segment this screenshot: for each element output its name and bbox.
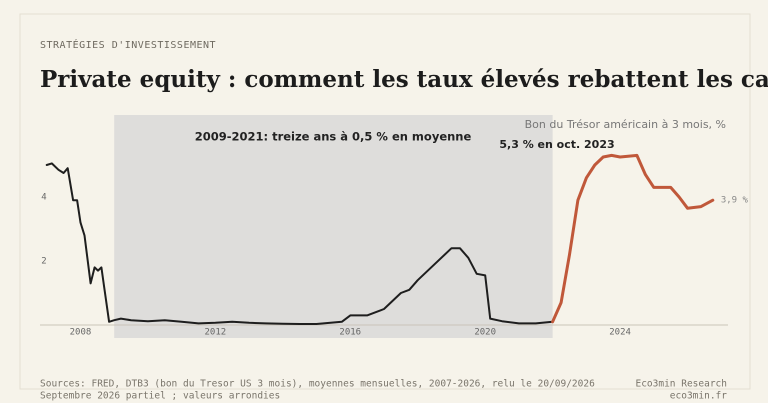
brand: Eco3min Research: [635, 379, 727, 390]
value-label: 3,9 %: [721, 196, 749, 206]
chart-title: Private equity : comment les taux élevés…: [40, 66, 768, 93]
y-tick-label: 4: [41, 193, 46, 203]
annotation: 5,3 % en oct. 2023: [499, 138, 614, 151]
x-tick-label: 2016: [339, 328, 361, 338]
footer-line: Sources: FRED, DTB3 (bon du Tresor US 3 …: [40, 379, 595, 390]
shaded-period: [114, 115, 553, 338]
x-tick-label: 2024: [609, 328, 631, 338]
line-series: [551, 153, 715, 324]
kicker: STRATÉGIES D'INVESTISSEMENT: [40, 38, 216, 51]
footer-line: Septembre 2026 partiel ; valeurs arrondi…: [40, 391, 280, 402]
annotation: 2009-2021: treize ans à 0,5 % en moyenne: [195, 130, 472, 144]
site: eco3min.fr: [670, 391, 727, 402]
frame: [19, 13, 751, 390]
x-tick-label: 2012: [205, 328, 227, 338]
line-series: [45, 162, 554, 325]
x-tick-label: 2008: [70, 328, 92, 338]
plot: 2 4 2008 2012 2016 2020 2024 2009-2021: treize …: [40, 115, 748, 338]
y-axis-label: Bon du Trésor américain à 3 mois, %: [525, 118, 726, 131]
y-tick-label: 2: [41, 257, 46, 267]
x-tick-label: 2020: [474, 328, 496, 338]
